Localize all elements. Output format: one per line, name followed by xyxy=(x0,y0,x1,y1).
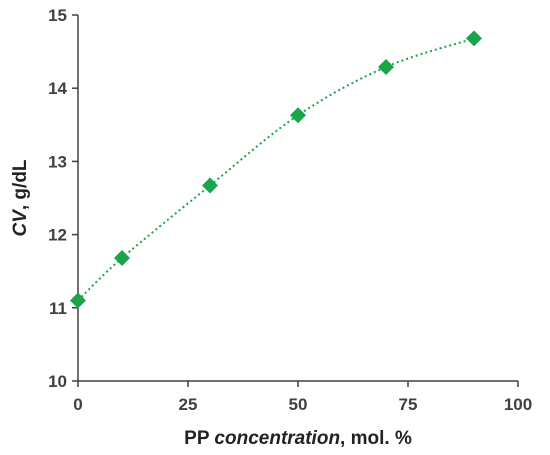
y-tick-label: 12 xyxy=(48,226,67,245)
data-point-marker xyxy=(466,30,482,47)
axes xyxy=(77,15,518,382)
data-point-marker xyxy=(378,58,394,75)
y-tick-label: 15 xyxy=(48,6,67,25)
y-tick-label: 14 xyxy=(48,79,67,98)
trendline xyxy=(77,37,475,302)
x-axis-title-part: , mol. % xyxy=(340,428,412,449)
x-tick-label: 0 xyxy=(73,395,82,414)
x-axis-title-part: PP xyxy=(184,428,214,449)
data-point-marker xyxy=(70,292,86,309)
x-tick-label: 50 xyxy=(289,395,308,414)
data-point-marker xyxy=(290,107,306,124)
x-axis-ticks: 0 25 50 75 100 xyxy=(73,381,532,414)
data-point-marker xyxy=(202,177,218,194)
data-points xyxy=(70,30,482,309)
y-tick-label: 10 xyxy=(48,372,67,391)
y-tick-label: 11 xyxy=(49,299,67,318)
y-axis-title: CV, g/dL xyxy=(10,159,31,236)
x-tick-label: 75 xyxy=(399,395,418,414)
x-axis-title: PP concentration, mol. % xyxy=(184,428,412,449)
y-axis-ticks: 10 11 12 13 14 15 xyxy=(48,6,78,391)
data-point-marker xyxy=(114,250,130,267)
x-tick-label: 100 xyxy=(504,395,532,414)
y-tick-label: 13 xyxy=(48,152,67,171)
x-tick-label: 25 xyxy=(179,395,198,414)
y-axis-title-part: , g/dL xyxy=(10,159,31,210)
y-axis-title-part: CV xyxy=(10,209,31,237)
x-axis-title-part: concentration xyxy=(214,428,340,449)
